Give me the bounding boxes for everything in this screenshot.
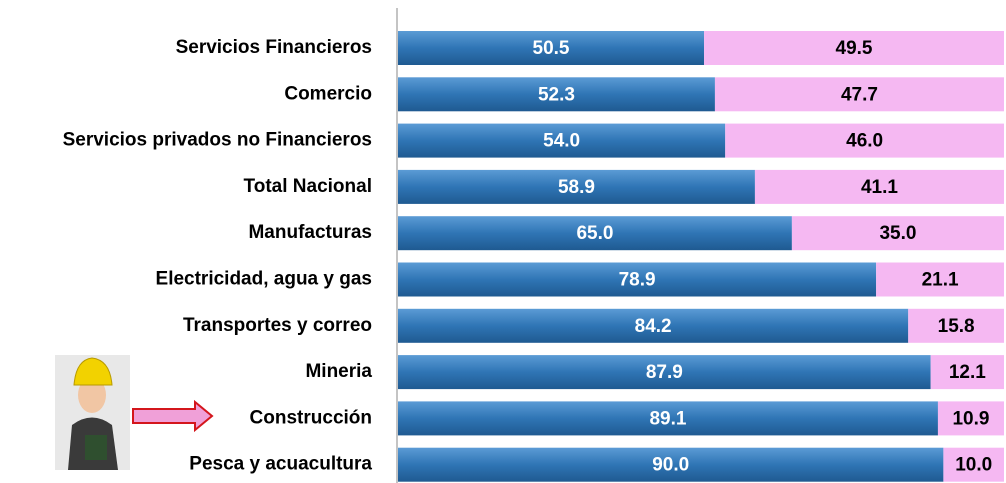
- value-label: 47.7: [841, 84, 878, 105]
- bar-segment: [398, 77, 715, 112]
- category-label: Total Nacional: [244, 176, 372, 197]
- value-label: 15.8: [938, 316, 975, 337]
- category-label: Mineria: [305, 361, 372, 382]
- bar-segment: [943, 447, 1004, 482]
- value-label: 54.0: [543, 131, 580, 152]
- value-label: 50.5: [533, 38, 570, 59]
- bar-segment: [398, 169, 755, 204]
- value-label: 46.0: [846, 131, 883, 152]
- category-label: Pesca y acuacultura: [189, 454, 372, 475]
- category-label: Construcción: [250, 407, 372, 428]
- value-label: 10.0: [955, 455, 992, 476]
- value-label: 49.5: [836, 38, 873, 59]
- bar-segment: [714, 77, 1004, 112]
- value-label: 84.2: [635, 316, 672, 337]
- value-label: 41.1: [861, 177, 898, 198]
- bar-segment: [398, 216, 792, 251]
- bar-segment: [704, 31, 1004, 65]
- value-label: 65.0: [576, 223, 613, 244]
- bar-segment: [725, 123, 1004, 158]
- bar-segment: [908, 308, 1004, 343]
- bar-segment: [398, 447, 944, 482]
- category-label: Servicios Financieros: [176, 37, 372, 58]
- bar-segment: [398, 31, 705, 65]
- value-label: 52.3: [538, 84, 575, 105]
- value-label: 21.1: [922, 270, 959, 291]
- bar-segment: [398, 401, 938, 436]
- value-label: 89.1: [649, 408, 686, 429]
- bar-segment: [930, 355, 1004, 390]
- bar-segment: [876, 262, 1004, 297]
- bar-segment: [398, 262, 877, 297]
- worker-photo: [55, 355, 130, 470]
- category-label: Comercio: [284, 83, 372, 104]
- value-label: 35.0: [879, 223, 916, 244]
- bar-segment: [791, 216, 1004, 251]
- value-label: 12.1: [949, 362, 986, 383]
- category-label: Electricidad, agua y gas: [156, 269, 372, 290]
- bar-segment: [754, 169, 1004, 204]
- value-label: 10.9: [952, 408, 989, 429]
- bar-segment: [398, 123, 726, 158]
- category-label: Transportes y correo: [183, 315, 372, 336]
- category-label: Servicios privados no Financieros: [63, 130, 372, 151]
- bar-segment: [398, 355, 931, 390]
- value-label: 90.0: [652, 455, 689, 476]
- value-label: 87.9: [646, 362, 683, 383]
- value-label: 58.9: [558, 177, 595, 198]
- arrow: [132, 399, 214, 433]
- bar-segment: [398, 308, 909, 343]
- bar-segment: [937, 401, 1004, 436]
- category-label: Manufacturas: [248, 222, 372, 243]
- value-label: 78.9: [619, 270, 656, 291]
